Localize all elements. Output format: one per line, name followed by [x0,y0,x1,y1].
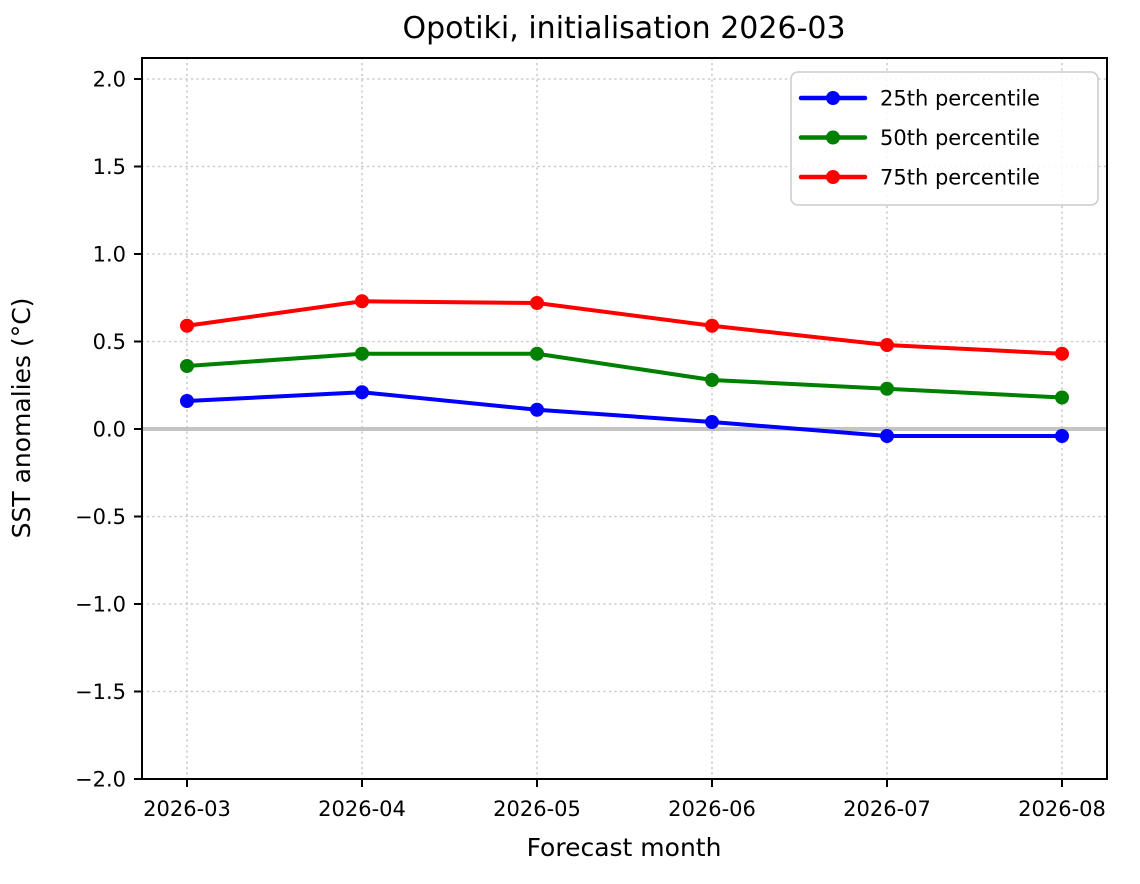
x-axis-label: Forecast month [527,833,722,862]
data-point [355,346,369,361]
legend: 25th percentile 50th percentile 75th perce… [790,71,1099,206]
y-tick-label: −1.5 [75,680,126,704]
legend-marker [826,91,840,105]
legend-marker [826,130,840,145]
legend-marker [826,170,840,184]
data-point [1055,346,1069,361]
x-tick-label: 2026-05 [493,797,581,821]
data-point [180,359,194,373]
data-point [705,415,719,429]
data-point [180,394,194,408]
y-tick-label: 1.5 [93,155,126,179]
y-axis-label: SST anomalies (°C) [7,298,36,539]
legend-item-label: 50th percentile [880,126,1040,150]
x-tick-label: 2026-07 [843,797,931,821]
x-axis-ticks: 2026-03 2026-04 2026-05 2026-06 2026-07 2026-… [143,779,1106,821]
series-75th-percentile [180,294,1069,361]
y-axis-ticks: 2.0 1.5 1.0 0.5 0.0 −0.5 −1.0 −1.5 −2.0 [75,68,142,792]
legend-item-label: 25th percentile [880,87,1040,111]
data-point [355,294,369,309]
y-tick-label: 1.0 [93,243,126,267]
chart-title: Opotiki, initialisation 2026-03 [402,11,845,46]
series-25th-percentile [180,385,1069,443]
data-point [530,296,544,310]
data-point [530,402,544,417]
x-tick-label: 2026-03 [143,797,231,821]
data-point [880,381,894,396]
y-tick-label: 0.5 [93,330,126,354]
y-tick-label: 2.0 [93,68,126,92]
y-tick-label: −1.0 [75,593,126,617]
data-point [880,338,894,352]
data-point [530,346,544,361]
data-point [705,373,719,387]
data-point [180,318,194,333]
data-point [1055,429,1069,443]
data-point [355,385,369,400]
y-tick-label: −2.0 [75,768,126,792]
plot-frame [141,57,1108,780]
data-point [1055,390,1069,405]
y-tick-label: 0.0 [93,418,126,442]
data-point [880,429,894,443]
series-50th-percentile [180,346,1069,405]
data-point [705,318,719,333]
series-line [185,351,1064,400]
y-tick-label: −0.5 [75,505,126,529]
series-line [185,390,1064,438]
legend-item-label: 75th percentile [880,166,1040,190]
x-tick-label: 2026-04 [318,797,406,821]
legend-box [790,71,1099,206]
x-tick-label: 2026-06 [668,797,756,821]
x-tick-label: 2026-08 [1018,797,1106,821]
series-line [185,299,1064,356]
